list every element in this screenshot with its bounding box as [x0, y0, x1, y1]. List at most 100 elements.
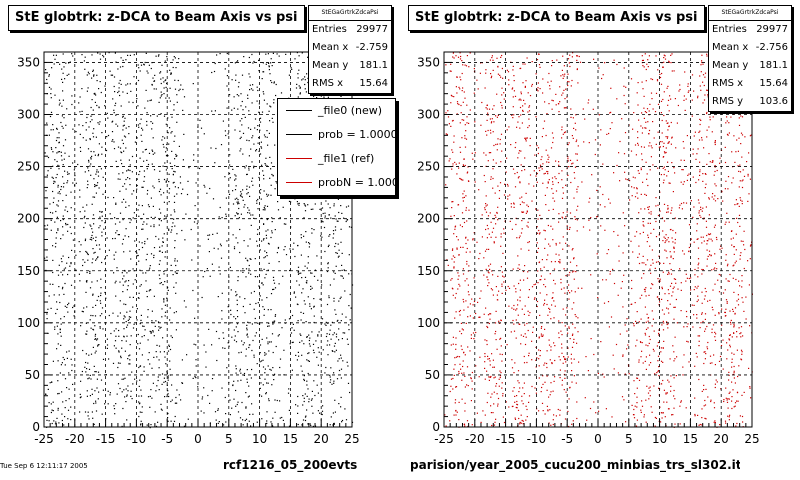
scatter-point — [64, 305, 66, 307]
scatter-point — [522, 387, 524, 389]
scatter-point — [514, 362, 516, 364]
scatter-point — [651, 78, 654, 81]
scatter-point — [739, 197, 741, 199]
scatter-point — [308, 242, 310, 244]
scatter-point — [95, 371, 97, 373]
scatter-point — [52, 283, 54, 285]
scatter-point — [233, 246, 236, 248]
scatter-point — [560, 288, 563, 290]
scatter-point — [740, 199, 742, 201]
scatter-point — [571, 423, 573, 425]
scatter-point — [256, 200, 258, 202]
scatter-point — [498, 320, 500, 322]
scatter-point — [47, 170, 49, 172]
scatter-point — [465, 322, 467, 324]
scatter-point — [531, 286, 534, 288]
scatter-point — [490, 132, 492, 134]
scatter-point — [546, 389, 548, 391]
scatter-point — [161, 245, 163, 247]
scatter-point — [749, 258, 751, 260]
scatter-point — [161, 383, 163, 385]
scatter-point — [725, 259, 727, 261]
scatter-point — [733, 370, 735, 372]
scatter-point — [347, 343, 349, 345]
scatter-point — [336, 252, 338, 254]
scatter-point — [232, 203, 235, 205]
scatter-point — [66, 171, 69, 173]
scatter-point — [225, 197, 227, 199]
scatter-point — [237, 401, 239, 403]
scatter-point — [167, 350, 170, 352]
scatter-point — [226, 75, 228, 77]
scatter-point — [456, 76, 458, 78]
scatter-point — [153, 247, 156, 249]
scatter-point — [250, 88, 253, 90]
scatter-point — [117, 178, 119, 180]
scatter-point — [253, 356, 255, 358]
scatter-point — [457, 56, 460, 58]
scatter-point — [672, 241, 674, 243]
scatter-point — [609, 273, 611, 275]
scatter-point — [454, 161, 456, 163]
scatter-point — [281, 327, 283, 329]
scatter-point — [604, 206, 606, 208]
scatter-point — [543, 173, 545, 175]
scatter-point — [91, 228, 93, 230]
scatter-point — [154, 325, 156, 327]
scatter-point — [304, 210, 307, 212]
scatter-point — [70, 419, 72, 421]
left-stats-box[interactable]: StEGaGrtrkZdcaPsi Entries 29977 Mean x -2.7… — [308, 5, 392, 94]
scatter-point — [304, 88, 306, 90]
scatter-point — [273, 81, 275, 83]
scatter-point — [544, 413, 546, 415]
scatter-point — [546, 350, 548, 352]
legend-box[interactable]: _file0 (new)prob = 1.000000_file1 (ref)p… — [277, 98, 396, 196]
scatter-point — [721, 247, 723, 249]
scatter-point — [634, 405, 636, 407]
scatter-point — [633, 325, 635, 327]
scatter-point — [149, 267, 151, 269]
scatter-point — [537, 147, 540, 149]
scatter-point — [526, 210, 528, 212]
scatter-point — [297, 73, 299, 75]
scatter-point — [248, 155, 250, 157]
scatter-point — [463, 91, 465, 93]
scatter-point — [337, 220, 339, 222]
scatter-point — [269, 368, 271, 370]
scatter-point — [673, 407, 675, 409]
scatter-point — [732, 277, 734, 279]
scatter-point — [651, 283, 653, 285]
y-tick-label: 150 — [17, 264, 40, 278]
scatter-point — [251, 403, 253, 405]
scatter-point — [492, 168, 494, 170]
scatter-point — [313, 315, 315, 317]
scatter-point — [170, 420, 172, 422]
scatter-point — [670, 228, 672, 231]
scatter-point — [573, 375, 575, 377]
scatter-point — [542, 334, 544, 336]
scatter-point — [173, 56, 175, 58]
scatter-point — [204, 186, 206, 188]
scatter-point — [561, 384, 563, 386]
scatter-point — [503, 281, 505, 283]
scatter-point — [94, 251, 96, 253]
scatter-point — [527, 221, 529, 223]
scatter-point — [260, 268, 262, 270]
scatter-point — [574, 291, 576, 293]
scatter-point — [159, 188, 162, 190]
scatter-point — [742, 240, 744, 242]
scatter-point — [256, 86, 258, 88]
scatter-point — [106, 237, 108, 239]
scatter-point — [596, 189, 598, 191]
scatter-point — [634, 393, 636, 395]
scatter-point — [542, 383, 544, 385]
scatter-point — [119, 362, 121, 364]
scatter-point — [64, 267, 67, 269]
scatter-point — [296, 52, 298, 54]
scatter-point — [150, 115, 152, 117]
scatter-point — [201, 398, 203, 400]
scatter-point — [473, 232, 475, 234]
scatter-point — [58, 165, 60, 167]
scatter-point — [139, 379, 141, 381]
scatter-point — [728, 371, 730, 373]
